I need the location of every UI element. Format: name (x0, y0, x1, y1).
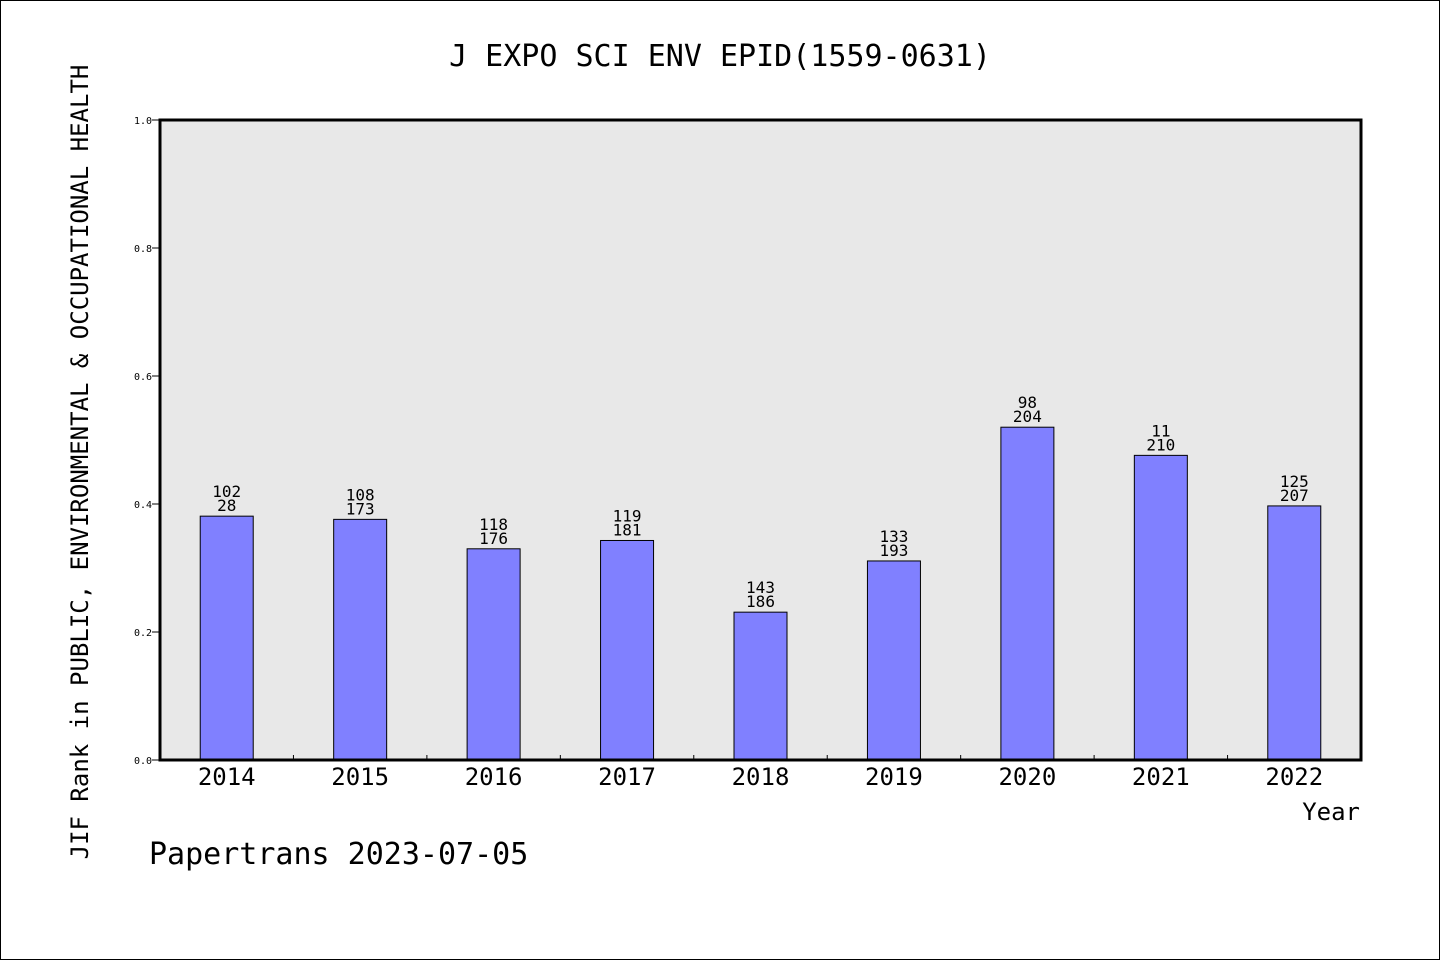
bar-label-bottom-2017: 181 (613, 520, 642, 539)
bar-label-top-2019: 133 (879, 527, 908, 546)
bar-label-bottom-2021: 210 (1146, 435, 1175, 454)
bar-2021 (1133, 454, 1188, 761)
footer-credit: Papertrans 2023-07-05 (149, 837, 528, 872)
x-tick-label-2021: 2021 (1132, 763, 1190, 791)
bar-label-bottom-2019: 193 (879, 541, 908, 560)
bar-label-bottom-2020: 204 (1013, 407, 1042, 426)
bar-label-top-2020: 98 (1018, 393, 1037, 412)
chart-title: J EXPO SCI ENV EPID(1559-0631) (449, 39, 991, 74)
y-tick-label-3: 0.6 (134, 372, 152, 383)
bar-label-bottom-2018: 186 (746, 592, 775, 611)
x-tick-label-2016: 2016 (465, 763, 523, 791)
bar-2020 (1000, 426, 1055, 761)
y-tick-label-2: 0.4 (134, 500, 152, 511)
x-tick-label-2020: 2020 (998, 763, 1056, 791)
y-axis-label: JIF Rank in PUBLIC, ENVIRONMENTAL & OCCU… (66, 65, 94, 860)
x-tick-label-2014: 2014 (198, 763, 256, 791)
bar-2014 (199, 515, 254, 761)
bar-label-top-2014: 102 (212, 482, 241, 501)
bar-label-top-2015: 108 (346, 485, 375, 504)
bar-2022 (1267, 505, 1322, 761)
bar-label-bottom-2014: 28 (217, 496, 236, 515)
bar-2016 (466, 548, 521, 761)
bar-label-top-2022: 125 (1280, 472, 1309, 491)
bar-2015 (333, 518, 388, 761)
bar-label-top-2018: 143 (746, 578, 775, 597)
y-axis-ticks: 0.0 0.2 0.4 0.6 0.8 1.0 (134, 116, 160, 767)
y-tick-label-5: 1.0 (134, 116, 152, 127)
bar-label-bottom-2022: 207 (1280, 486, 1309, 505)
bar-label-top-2021: 11 (1151, 421, 1170, 440)
x-tick-label-2019: 2019 (865, 763, 923, 791)
y-tick-label-1: 0.2 (134, 628, 152, 639)
bar-label-top-2017: 119 (613, 506, 642, 525)
bar-label-bottom-2015: 173 (346, 499, 375, 518)
x-axis-ticks: 2014 2015 2016 2017 2018 2019 2020 2021 2022 (198, 755, 1323, 791)
x-tick-label-2015: 2015 (331, 763, 389, 791)
plot-border (158, 118, 1363, 762)
bar-2017 (600, 539, 655, 761)
bar-2018 (733, 611, 788, 761)
bar-label-bottom-2016: 176 (479, 529, 508, 548)
y-tick-label-0: 0.0 (134, 756, 152, 767)
x-tick-label-2018: 2018 (732, 763, 790, 791)
bar-label-top-2016: 118 (479, 515, 508, 534)
x-axis-label: Year (1302, 798, 1360, 826)
y-tick-label-4: 0.8 (134, 244, 152, 255)
x-tick-label-2022: 2022 (1265, 763, 1323, 791)
bar-2019 (866, 560, 921, 761)
x-tick-label-2017: 2017 (598, 763, 656, 791)
